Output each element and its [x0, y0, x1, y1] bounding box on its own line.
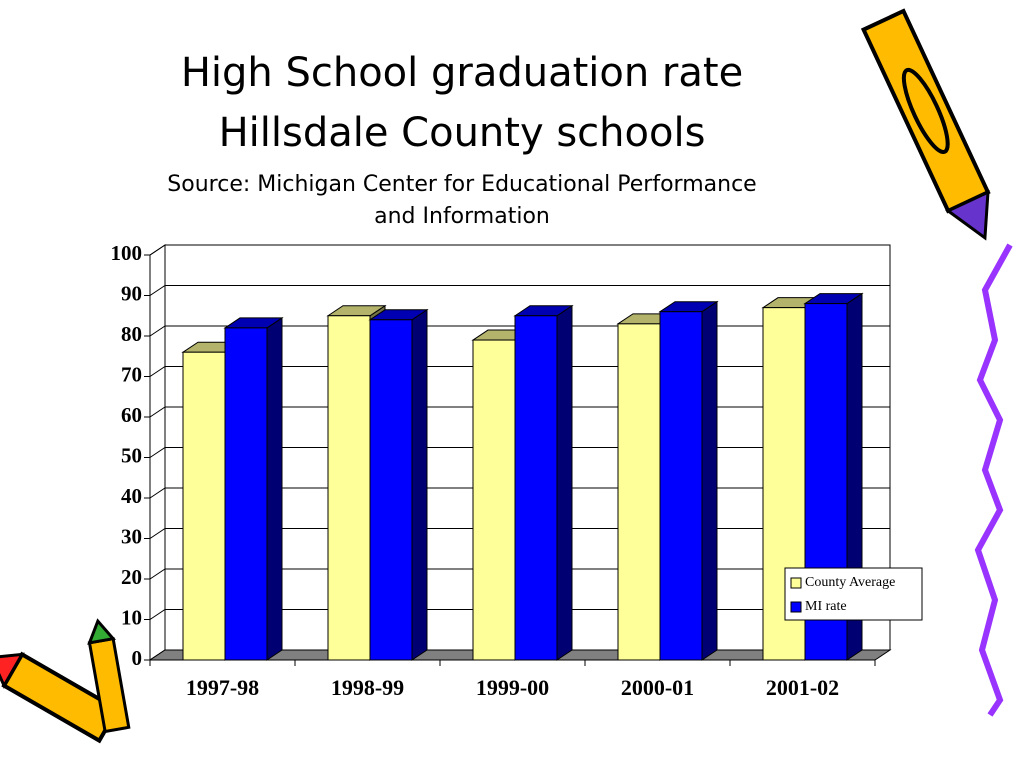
- bar: [224, 327, 268, 661]
- decoration-crayon: [0, 651, 121, 744]
- bar: [369, 319, 413, 661]
- bar: [182, 351, 226, 661]
- decoration-crayon: [87, 618, 131, 734]
- decoration-squiggle: [974, 243, 1013, 717]
- bar: [472, 339, 516, 661]
- x-tick-label: 1997-98: [186, 675, 259, 700]
- y-tick-label: 50: [121, 443, 142, 467]
- x-tick-label: 2000-01: [621, 675, 694, 700]
- y-tick-label: 60: [121, 403, 142, 427]
- y-tick-label: 70: [121, 362, 142, 386]
- grid-line: [149, 285, 890, 296]
- bar: [327, 315, 371, 661]
- legend: County Average MI rate: [784, 567, 923, 621]
- legend-label: County Average: [805, 575, 895, 590]
- y-tick-label: 80: [121, 322, 142, 346]
- bar-side: [411, 308, 428, 661]
- x-tick-label: 1999-00: [476, 675, 549, 700]
- bar: [659, 311, 703, 661]
- legend-swatch: [790, 601, 802, 613]
- x-tick-label: 1998-99: [331, 675, 404, 700]
- y-tick-label: 30: [121, 524, 142, 548]
- legend-box: [784, 567, 923, 621]
- bar: [514, 315, 558, 661]
- y-tick-label: 20: [121, 565, 142, 589]
- chart-title: High School graduation rate: [181, 50, 743, 96]
- y-tick-label: 90: [121, 281, 142, 305]
- x-tick-label: 2001-02: [766, 675, 839, 700]
- y-tick-label: 40: [121, 484, 142, 508]
- legend-swatch: [790, 577, 802, 589]
- decoration-crayon: [860, 8, 991, 241]
- source-line: and Information: [374, 204, 550, 229]
- y-tick-label: 100: [111, 241, 143, 265]
- y-tick-label: 0: [132, 646, 143, 670]
- bar-side: [701, 300, 718, 661]
- bar-side: [556, 304, 573, 661]
- legend-label: MI rate: [805, 599, 847, 614]
- bar-side: [266, 316, 283, 661]
- source-line: Source: Michigan Center for Educational …: [167, 172, 756, 197]
- bar: [617, 323, 661, 661]
- y-tick-label: 10: [121, 605, 142, 629]
- chart-subtitle: Hillsdale County schools: [219, 110, 706, 156]
- grid-line: [149, 244, 890, 256]
